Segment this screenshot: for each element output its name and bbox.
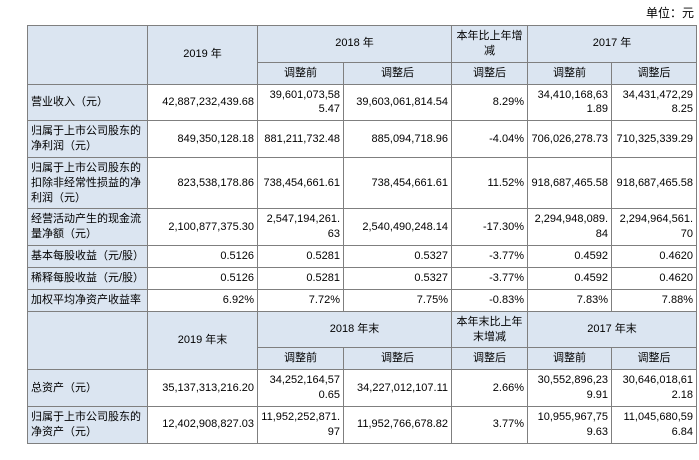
cell-change: 11.52% — [451, 156, 528, 210]
cell-2018-before: 7.72% — [257, 288, 344, 312]
cell-2018-before: 881,211,732.48 — [257, 120, 344, 158]
cell-2019: 0.5126 — [147, 266, 258, 290]
row-label: 基本每股收益（元/股） — [27, 245, 148, 268]
table-row-net-profit: 归属于上市公司股东的净利润（元） 849,350,128.18 881,211,… — [27, 120, 697, 158]
row-label: 归属于上市公司股东的扣除非经常性损益的净利润（元） — [27, 156, 148, 210]
cell-change: 2.66% — [451, 369, 528, 407]
cell-2018-after: 11,952,766,678.82 — [343, 405, 452, 444]
cell-2018-after: 738,454,661.61 — [343, 156, 452, 210]
financial-summary-table: 2019 年 2018 年 本年比上年增减 2017 年 调整前 调整后 调整后… — [27, 25, 697, 444]
col-header-2017: 2017 年 — [527, 25, 697, 63]
cell-2019: 35,137,313,216.20 — [147, 369, 258, 407]
cell-2019: 849,350,128.18 — [147, 120, 258, 158]
table-row-basic-eps: 基本每股收益（元/股） 0.5126 0.5281 0.5327 -3.77% … — [27, 245, 697, 268]
cell-2017-after: 7.88% — [611, 288, 697, 312]
col-header-yearend-change: 本年末比上年末增减 — [451, 310, 528, 349]
cell-2018-after: 885,094,718.96 — [343, 120, 452, 158]
subheader-2018-after: 调整后 — [343, 61, 452, 85]
cell-2017-before: 706,026,278.73 — [527, 120, 612, 158]
cell-2018-after: 7.75% — [343, 288, 452, 312]
cell-2018-after: 39,603,061,814.54 — [343, 83, 452, 122]
cell-2018-before: 0.5281 — [257, 245, 344, 268]
col-header-2018: 2018 年 — [257, 25, 452, 63]
subheader-2018-end-before: 调整前 — [257, 347, 344, 371]
cell-2018-before: 0.5281 — [257, 266, 344, 290]
row-label: 总资产（元） — [27, 369, 148, 407]
cell-2017-before: 918,687,465.58 — [527, 156, 612, 210]
cell-2017-before: 34,410,168,631.89 — [527, 83, 612, 122]
cell-2018-before: 11,952,252,871.97 — [257, 405, 344, 444]
cell-2017-before: 30,552,896,239.91 — [527, 369, 612, 407]
cell-2019: 6.92% — [147, 288, 258, 312]
subheader-2017-after: 调整后 — [611, 61, 697, 85]
header-row-adjust-2: 调整前 调整后 调整后 调整前 调整后 — [28, 347, 697, 371]
cell-2018-after: 0.5327 — [343, 266, 452, 290]
cell-change: -3.77% — [451, 245, 528, 268]
table-row-diluted-eps: 稀释每股收益（元/股） 0.5126 0.5281 0.5327 -3.77% … — [27, 266, 697, 290]
cell-2018-before: 2,547,194,261.63 — [257, 208, 344, 247]
cell-change: -3.77% — [451, 266, 528, 290]
cell-2019: 42,887,232,439.68 — [147, 83, 258, 122]
cell-change: 3.77% — [451, 405, 528, 444]
cell-2017-after: 710,325,339.29 — [611, 120, 697, 158]
cell-change: 8.29% — [451, 83, 528, 122]
cell-2019: 12,402,908,827.03 — [147, 405, 258, 444]
cell-2017-after: 0.4620 — [611, 245, 697, 268]
corner-cell — [27, 310, 148, 371]
cell-2017-before: 0.4592 — [527, 245, 612, 268]
corner-cell — [27, 25, 148, 85]
col-header-change: 本年比上年增减 — [451, 25, 528, 63]
cell-2019: 2,100,877,375.30 — [147, 208, 258, 247]
cell-change: -0.83% — [451, 288, 528, 312]
cell-change: -4.04% — [451, 120, 528, 158]
unit-label: 单位：元 — [645, 6, 694, 20]
cell-2017-before: 0.4592 — [527, 266, 612, 290]
table-row-weighted-roe: 加权平均净资产收益率 6.92% 7.72% 7.75% -0.83% 7.83… — [27, 288, 697, 312]
row-label: 加权平均净资产收益率 — [27, 288, 148, 312]
cell-2018-after: 34,227,012,107.11 — [343, 369, 452, 407]
cell-2017-before: 7.83% — [527, 288, 612, 312]
header-row-yearend: 2019 年末 2018 年末 本年末比上年末增减 2017 年末 — [27, 310, 697, 371]
cell-2018-after: 0.5327 — [343, 245, 452, 268]
row-label: 归属于上市公司股东的净利润（元） — [27, 120, 148, 158]
row-label: 稀释每股收益（元/股） — [27, 266, 148, 290]
subheader-change-end-after: 调整后 — [451, 347, 528, 371]
col-header-2018-end: 2018 年末 — [257, 310, 452, 349]
cell-2019: 823,538,178.86 — [147, 156, 258, 210]
col-header-2019: 2019 年 — [147, 25, 258, 85]
header-row-adjust: 调整前 调整后 调整后 调整前 调整后 — [28, 61, 697, 85]
row-label: 营业收入（元） — [27, 83, 148, 122]
table-row-net-profit-excl-nonrecurring: 归属于上市公司股东的扣除非经常性损益的净利润（元） 823,538,178.86… — [27, 156, 697, 210]
col-header-2019-end: 2019 年末 — [147, 310, 258, 371]
table-row-operating-cash-flow: 经营活动产生的现金流量净额（元） 2,100,877,375.30 2,547,… — [27, 208, 697, 247]
subheader-2017-before: 调整前 — [527, 61, 612, 85]
subheader-2018-before: 调整前 — [257, 61, 344, 85]
subheader-2017-end-after: 调整后 — [611, 347, 697, 371]
cell-2019: 0.5126 — [147, 245, 258, 268]
cell-2018-after: 2,540,490,248.14 — [343, 208, 452, 247]
cell-2017-before: 2,294,948,089.84 — [527, 208, 612, 247]
cell-change: -17.30% — [451, 208, 528, 247]
cell-2017-after: 2,294,964,561.70 — [611, 208, 697, 247]
subheader-2017-end-before: 调整前 — [527, 347, 612, 371]
cell-2017-after: 34,431,472,298.25 — [611, 83, 697, 122]
cell-2017-after: 11,045,680,596.84 — [611, 405, 697, 444]
cell-2017-before: 10,955,967,759.63 — [527, 405, 612, 444]
cell-2017-after: 30,646,018,612.18 — [611, 369, 697, 407]
cell-2018-before: 39,601,073,585.47 — [257, 83, 344, 122]
table-row-net-assets: 归属于上市公司股东的净资产（元） 12,402,908,827.03 11,95… — [27, 405, 697, 444]
cell-2017-after: 918,687,465.58 — [611, 156, 697, 210]
col-header-2017-end: 2017 年末 — [527, 310, 697, 349]
cell-2018-before: 738,454,661.61 — [257, 156, 344, 210]
cell-2017-after: 0.4620 — [611, 266, 697, 290]
row-label: 归属于上市公司股东的净资产（元） — [27, 405, 148, 444]
subheader-2018-end-after: 调整后 — [343, 347, 452, 371]
table-row-total-assets: 总资产（元） 35,137,313,216.20 34,252,164,570.… — [27, 369, 697, 407]
subheader-change-after: 调整后 — [451, 61, 528, 85]
table-row-revenue: 营业收入（元） 42,887,232,439.68 39,601,073,585… — [27, 83, 697, 122]
cell-2018-before: 34,252,164,570.65 — [257, 369, 344, 407]
header-row-year: 2019 年 2018 年 本年比上年增减 2017 年 — [27, 25, 697, 85]
row-label: 经营活动产生的现金流量净额（元） — [27, 208, 148, 247]
